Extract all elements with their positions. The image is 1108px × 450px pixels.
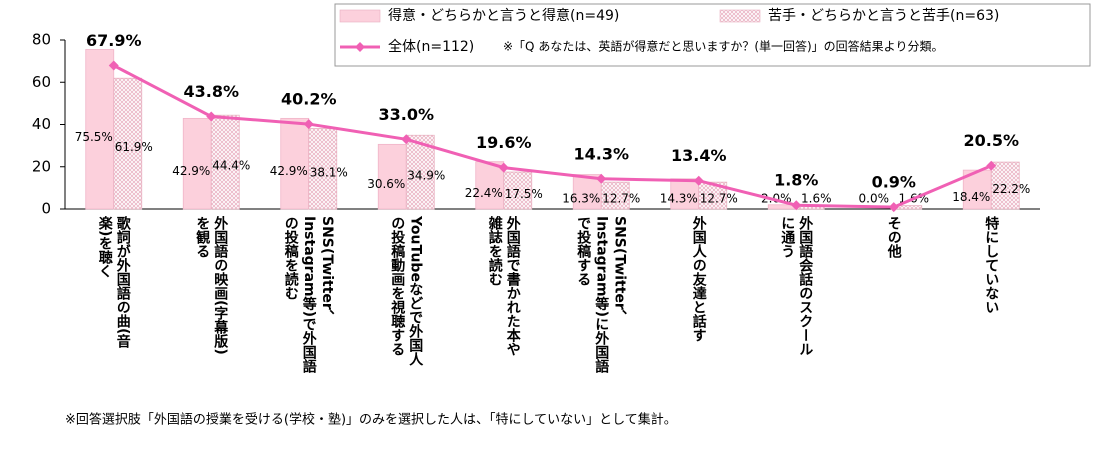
line-value-label: 1.8% (774, 171, 818, 190)
y-tick-label: 80 (32, 31, 51, 49)
marker (693, 175, 704, 186)
bar-value-label: 16.3% (562, 192, 600, 206)
marker (206, 111, 217, 122)
legend-swatch (719, 9, 761, 23)
line-value-label: 33.0% (378, 105, 434, 124)
x-tick-label: YouTubeなどで外国人 の投稿動画を視聴する (389, 216, 424, 366)
line-value-label: 67.9% (86, 31, 142, 50)
marker (401, 134, 412, 145)
x-tick-label: 外国語会話のスクール に通う (779, 216, 814, 356)
x-tick-label: 外国語で書かれた本や 雑誌を読む (486, 216, 521, 356)
legend-label: 全体(n=112) (388, 38, 474, 55)
bar-value-label: 75.5% (75, 130, 113, 144)
bar (85, 49, 115, 210)
line (113, 64, 992, 209)
line-value-label: 19.6% (476, 133, 532, 152)
bar-value-label: 12.7% (602, 192, 640, 206)
marker (596, 173, 607, 184)
bar-value-label: 22.4% (465, 186, 503, 200)
bar (503, 171, 533, 210)
y-tick-label: 40 (32, 115, 51, 133)
x-tick-label: その他 (885, 216, 902, 258)
line-value-label: 13.4% (671, 146, 727, 165)
bar-value-label: 12.7% (700, 192, 738, 206)
bar-value-label: 38.1% (310, 165, 348, 179)
bar-value-label: 0.0% (859, 192, 890, 206)
marker (791, 200, 802, 211)
bar-value-label: 30.6% (367, 177, 405, 191)
x-tick-label: 歌詞が外国語の曲(音 楽)を聴く (96, 216, 131, 349)
marker (108, 60, 119, 71)
line-value-label: 14.3% (573, 144, 629, 163)
legend-note: ※「Q あなたは、英語が得意だと思いますか？(単一回答)」の回答結果より分類。 (503, 39, 943, 54)
x-tick-label: SNS(Twitter、 Instagram等)に外国語 で投稿する (575, 216, 628, 374)
marker (986, 160, 997, 171)
bar-value-label: 42.9% (270, 164, 308, 178)
marker (303, 119, 314, 130)
bar (377, 143, 407, 210)
bar-value-label: 42.9% (172, 164, 210, 178)
marker (888, 202, 899, 213)
bar (280, 117, 310, 210)
y-tick-label: 20 (32, 157, 51, 175)
line-value-label: 20.5% (963, 131, 1019, 150)
bar-value-label: 34.9% (407, 169, 445, 183)
bar-value-label: 14.3% (660, 192, 698, 206)
bar (113, 77, 143, 210)
y-tick-label: 0 (41, 200, 51, 218)
line-value-label: 0.9% (872, 173, 916, 192)
x-tick-label: SNS(Twitter、 Instagram等)で外国語 の投稿を読む (282, 216, 335, 374)
legend-label: 苦手・どちらかと言うと苦手(n=63) (768, 8, 999, 24)
legend-marker (355, 42, 365, 52)
x-tick-label: 外国語の映画(字幕版) を観る (194, 216, 229, 355)
legend-box (334, 3, 1091, 67)
bar (182, 117, 212, 210)
bar (600, 181, 630, 210)
line-value-label: 43.8% (183, 82, 239, 101)
bar-value-label: 22.2% (992, 182, 1030, 196)
bar-value-label: 61.9% (115, 140, 153, 154)
bar-value-label: 18.4% (952, 190, 990, 204)
bar (990, 161, 1020, 210)
footnote: ※回答選択肢「外国語の授業を受ける(学校・塾)」のみを選択した人は、「特にしてい… (65, 412, 677, 428)
bar (475, 161, 505, 210)
bar (308, 128, 338, 210)
legend-swatch (339, 9, 381, 23)
y-tick-label: 60 (32, 73, 51, 91)
bar (210, 114, 240, 210)
bar-value-label: 17.5% (505, 187, 543, 201)
legend-label: 得意・どちらかと言うと得意(n=49) (388, 7, 619, 24)
line-value-label: 40.2% (281, 90, 337, 109)
bar-value-label: 44.4% (212, 159, 250, 173)
x-tick-label: 特にしていない (983, 216, 1000, 314)
x-tick-label: 外国人の友達と話す (690, 216, 707, 342)
marker (498, 162, 509, 173)
bar-value-label: 1.6% (801, 192, 832, 206)
